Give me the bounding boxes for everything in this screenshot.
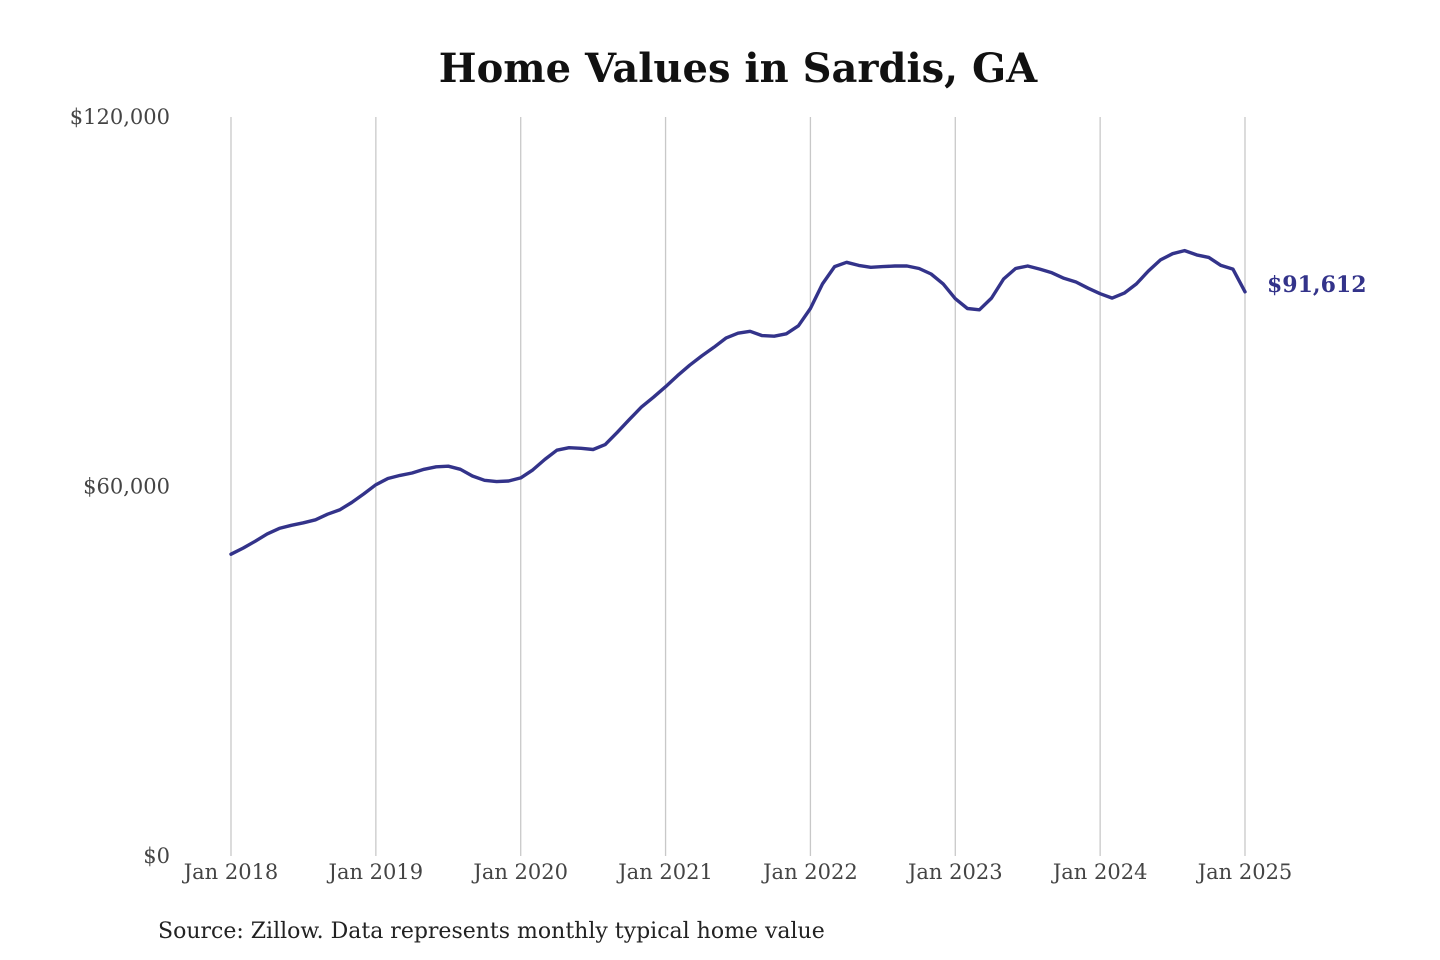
source-note: Source: Zillow. Data represents monthly … bbox=[158, 919, 825, 944]
x-tick-label: Jan 2021 bbox=[616, 860, 713, 884]
home-value-line bbox=[229, 248, 1247, 556]
x-tick-label: Jan 2022 bbox=[761, 860, 858, 884]
gridlines bbox=[230, 117, 1246, 856]
x-tick-label: Jan 2019 bbox=[327, 860, 424, 884]
y-tick-label: $120,000 bbox=[70, 105, 170, 129]
x-tick-label: Jan 2018 bbox=[182, 860, 279, 884]
y-tick-label: $60,000 bbox=[83, 475, 170, 499]
end-value-label: $91,612 bbox=[1267, 272, 1367, 298]
x-tick-label: Jan 2023 bbox=[906, 860, 1003, 884]
x-axis-ticks: Jan 2018 Jan 2019 Jan 2020 Jan 2021 Jan 2022… bbox=[182, 860, 1293, 884]
y-tick-label: $0 bbox=[143, 844, 170, 868]
x-tick-label: Jan 2025 bbox=[1196, 860, 1293, 884]
y-axis-ticks: $0 $60,000 $120,000 bbox=[70, 105, 170, 868]
chart-title: Home Values in Sardis, GA bbox=[439, 45, 1038, 92]
x-tick-label: Jan 2020 bbox=[471, 860, 568, 884]
x-tick-label: Jan 2024 bbox=[1051, 860, 1148, 884]
